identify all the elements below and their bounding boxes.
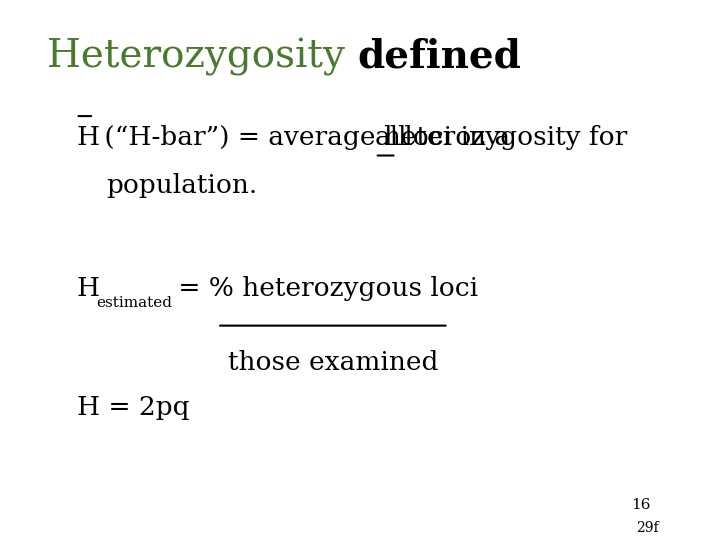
- Text: Heterozygosity: Heterozygosity: [47, 38, 357, 76]
- Text: defined: defined: [357, 38, 521, 76]
- Text: all: all: [375, 125, 408, 150]
- Text: = % heterozygous loci: = % heterozygous loci: [169, 276, 477, 301]
- Text: those examined: those examined: [228, 350, 438, 375]
- Text: H: H: [77, 276, 100, 301]
- Text: 16: 16: [631, 498, 650, 512]
- Text: loci in a: loci in a: [396, 125, 510, 150]
- Text: estimated: estimated: [96, 296, 173, 310]
- Text: H = 2pq: H = 2pq: [77, 395, 189, 420]
- Text: (“H-bar”) = average heterozygosity for: (“H-bar”) = average heterozygosity for: [96, 125, 636, 150]
- Text: population.: population.: [107, 173, 258, 198]
- Text: 29f: 29f: [636, 521, 659, 535]
- Text: H: H: [77, 125, 100, 150]
